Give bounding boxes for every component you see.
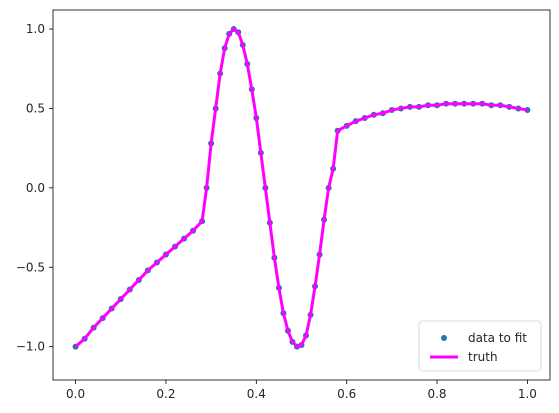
legend: data to fit truth <box>418 320 542 372</box>
x-axis: 0.0 0.2 0.4 0.6 0.8 1.0 <box>66 380 537 401</box>
x-tick-label: 0.2 <box>156 387 175 401</box>
legend-label-truth: truth <box>468 350 498 364</box>
truth-line <box>74 27 528 349</box>
x-tick-label: 0.8 <box>427 387 446 401</box>
y-tick-label: −0.5 <box>16 260 45 274</box>
legend-marker-data-to-fit <box>441 335 447 341</box>
x-tick-label: 0.4 <box>247 387 266 401</box>
y-tick-label: −1.0 <box>16 340 45 354</box>
y-tick-label: 0.0 <box>26 181 45 195</box>
y-tick-label: 1.0 <box>26 22 45 36</box>
x-tick-label: 1.0 <box>518 387 537 401</box>
plot-frame <box>52 9 551 381</box>
x-tick-label: 0.6 <box>337 387 356 401</box>
y-tick-label: 0.5 <box>26 101 45 115</box>
data-layer <box>72 26 531 350</box>
x-tick-label: 0.0 <box>66 387 85 401</box>
y-axis: −1.0 −0.5 0.0 0.5 1.0 <box>16 22 53 354</box>
legend-label-data-to-fit: data to fit <box>468 331 527 345</box>
